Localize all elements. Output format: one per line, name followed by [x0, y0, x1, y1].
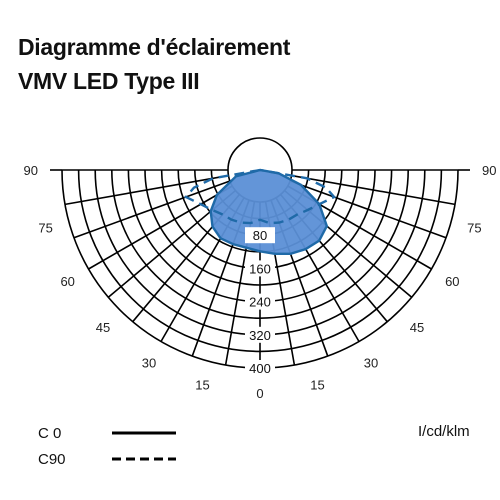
- radial-tick-label: 320: [249, 328, 271, 343]
- radial-tick-bg: [245, 260, 275, 277]
- angle-tick-label: 30: [142, 355, 156, 370]
- grid-spoke: [73, 180, 231, 239]
- label-group: 80 160 240 320 400 90 75 60 45 30 15 0 15 30 45 60 75 90: [24, 163, 497, 401]
- angle-tick-label: 30: [364, 355, 378, 370]
- angle-tick-label: 90: [24, 163, 38, 178]
- angle-tick-label: 0: [256, 386, 263, 401]
- angle-tick-label: 60: [60, 274, 74, 289]
- radial-tick-bg: [245, 227, 275, 244]
- angle-tick-label: 60: [445, 274, 459, 289]
- grid-spoke: [291, 174, 456, 206]
- radial-tick-label: 240: [249, 295, 271, 310]
- angle-tick-label: 45: [410, 320, 424, 335]
- angle-tick-label: 15: [310, 377, 324, 392]
- radial-tick-bg: [245, 326, 275, 343]
- grid-spoke: [64, 174, 229, 206]
- legend-label-c90: C90: [38, 451, 66, 468]
- radial-tick-label: 160: [249, 261, 271, 276]
- radial-tick-label: 80: [253, 228, 267, 243]
- radial-tick-bg: [245, 360, 275, 376]
- grid-spoke: [88, 185, 233, 270]
- unit-label: I/cd/klm: [418, 423, 470, 440]
- legend-line-group: [112, 431, 176, 461]
- angle-tick-label: 15: [195, 377, 209, 392]
- series-curve-c0: [209, 168, 329, 255]
- series-curve-c90: [183, 168, 337, 225]
- angle-tick-label: 75: [467, 221, 481, 236]
- curve-group: [183, 168, 337, 255]
- chart-title-line1: Diagramme d'éclairement: [18, 34, 291, 60]
- grid-spoke: [289, 180, 447, 239]
- radial-tick-label: 400: [249, 361, 271, 376]
- angle-tick-label: 45: [96, 320, 110, 335]
- angle-tick-label: 75: [38, 221, 52, 236]
- angle-tick-label: 90: [482, 163, 496, 178]
- legend-label-c0: C 0: [38, 425, 62, 442]
- chart-title-line2: VMV LED Type III: [18, 68, 200, 94]
- radial-tick-bg: [245, 293, 275, 310]
